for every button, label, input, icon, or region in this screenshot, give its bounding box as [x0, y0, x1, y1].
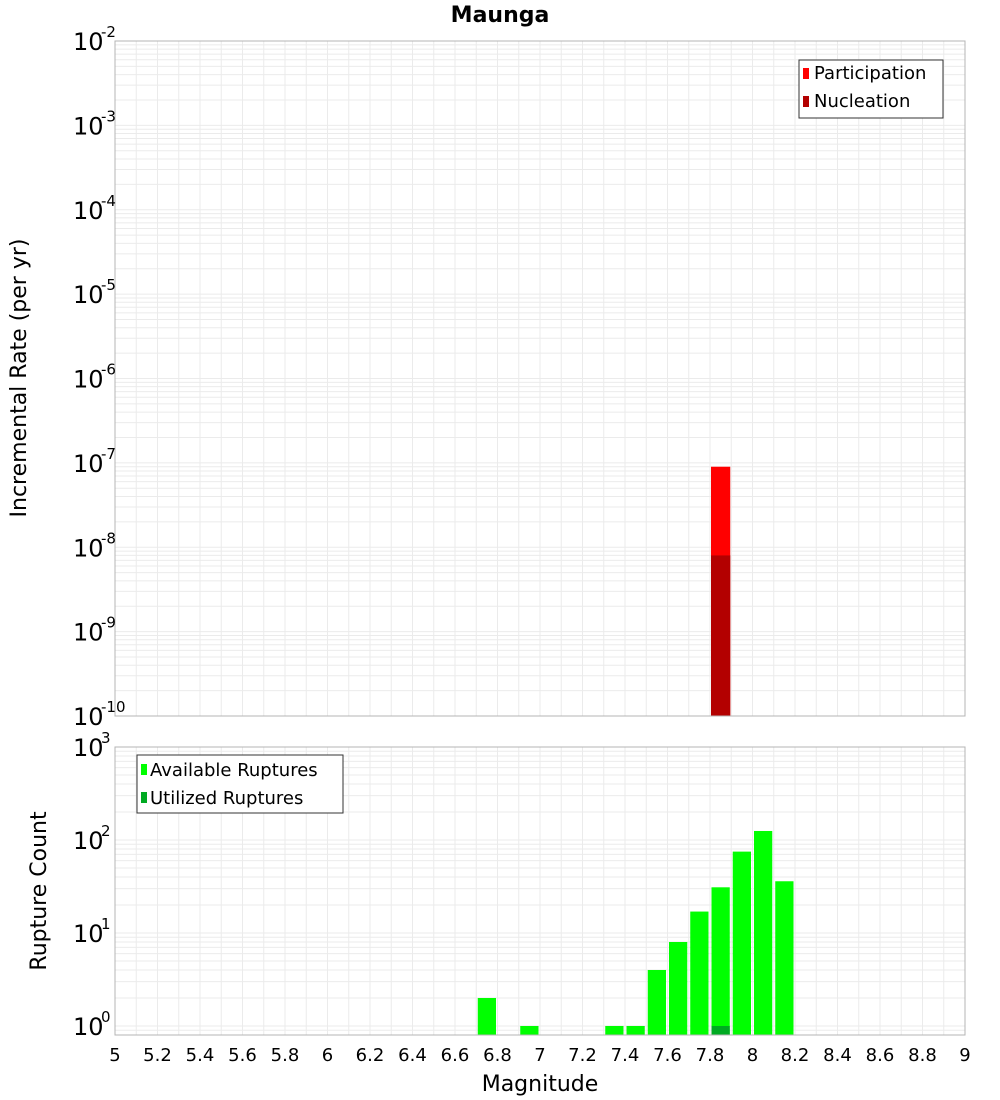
- x-tick-label: 6: [322, 1045, 333, 1066]
- participation-legend-label: Participation: [814, 63, 926, 84]
- y-tick-exponent: 2: [101, 822, 111, 840]
- y-tick-label: 10: [73, 534, 104, 562]
- x-tick-label: 6.6: [441, 1045, 470, 1066]
- top-panel: 10-210-310-410-510-610-710-810-910-10 In…: [7, 23, 966, 731]
- y-tick-exponent: -3: [101, 107, 116, 125]
- bottom-bar-available-ruptures: [669, 942, 688, 1035]
- bottom-bars: [477, 830, 794, 1035]
- y-tick-label: 10: [73, 734, 104, 762]
- x-axis-label: Magnitude: [482, 1072, 599, 1097]
- x-tick-label: 7.8: [696, 1045, 725, 1066]
- bottom-legend-box: [136, 754, 344, 814]
- bottom-bar-available-ruptures: [605, 1025, 624, 1035]
- y-tick-exponent: -2: [101, 23, 116, 41]
- y-tick-exponent: -8: [101, 529, 116, 547]
- bottom-bar-available-ruptures: [754, 830, 773, 1035]
- bottom-bar-available-ruptures: [732, 851, 751, 1035]
- x-tick-label: 5.6: [228, 1045, 257, 1066]
- x-tick-label: 7.6: [653, 1045, 682, 1066]
- bottom-bar-available-ruptures: [775, 881, 794, 1035]
- top-frame: [114, 40, 966, 717]
- y-tick-exponent: 1: [101, 915, 111, 933]
- y-tick-exponent: -5: [101, 276, 116, 294]
- bottom-bar-utilized-ruptures: [711, 1025, 730, 1035]
- bottom-y-axis-label: Rupture Count: [27, 811, 52, 971]
- x-tick-label: 8.8: [908, 1045, 937, 1066]
- x-tick-label: 5.4: [186, 1045, 215, 1066]
- y-tick-exponent: -4: [101, 192, 116, 210]
- y-tick-label: 10: [73, 366, 104, 394]
- top-bars: [711, 466, 731, 716]
- bottom-frame: [114, 746, 966, 1036]
- x-tick-label: 8.2: [781, 1045, 810, 1066]
- x-tick-label: 9: [959, 1045, 970, 1066]
- y-tick-label: 10: [73, 827, 104, 855]
- bottom-bar-available-ruptures: [690, 911, 709, 1035]
- x-tick-label: 5: [109, 1045, 120, 1066]
- bottom-legend: Available Ruptures Utilized Ruptures: [136, 754, 344, 814]
- y-tick-exponent: -10: [101, 698, 126, 716]
- top-legend: Participation Nucleation: [798, 59, 944, 119]
- top-y-axis-label: Incremental Rate (per yr): [7, 239, 32, 518]
- top-grid: [114, 40, 966, 717]
- x-tick-label: 5.8: [271, 1045, 300, 1066]
- x-tick-label: 6.2: [356, 1045, 385, 1066]
- top-y-ticks: 10-210-310-410-510-610-710-810-910-10: [73, 23, 126, 731]
- y-tick-exponent: -9: [101, 614, 116, 632]
- x-tick-label: 6.8: [483, 1045, 512, 1066]
- x-tick-label: 8.6: [866, 1045, 895, 1066]
- y-tick-exponent: 0: [101, 1008, 111, 1026]
- utilized-legend-swatch: [141, 792, 147, 803]
- bottom-bar-available-ruptures: [647, 969, 666, 1035]
- x-tick-label: 8: [747, 1045, 758, 1066]
- available-legend-label: Available Ruptures: [150, 760, 318, 781]
- x-ticks: 5 5.2 5.4 5.6 5.8 6 6.2 6.4 6.6 6.8 7 7.2 7.4 7.6 7.8 8…: [109, 1045, 970, 1066]
- y-tick-label: 10: [73, 112, 104, 140]
- y-tick-label: 10: [73, 703, 104, 731]
- bottom-bar-available-ruptures: [477, 997, 496, 1035]
- y-tick-label: 10: [73, 197, 104, 225]
- participation-legend-swatch: [803, 68, 809, 79]
- y-tick-exponent: -6: [101, 361, 116, 379]
- y-tick-label: 10: [73, 28, 104, 56]
- y-tick-label: 10: [73, 1013, 104, 1041]
- x-tick-label: 7.2: [568, 1045, 597, 1066]
- x-tick-label: 5.2: [143, 1045, 172, 1066]
- y-tick-exponent: -7: [101, 445, 116, 463]
- y-tick-exponent: 3: [101, 729, 111, 747]
- chart-title: Maunga: [451, 3, 550, 28]
- utilized-legend-label: Utilized Ruptures: [150, 788, 303, 809]
- x-tick-label: 6.4: [398, 1045, 427, 1066]
- top-bar-nucleation: [711, 555, 731, 716]
- x-tick-label: 7: [534, 1045, 545, 1066]
- y-tick-label: 10: [73, 619, 104, 647]
- bottom-bar-available-ruptures: [711, 887, 730, 1035]
- available-legend-swatch: [141, 764, 147, 775]
- y-tick-label: 10: [73, 920, 104, 948]
- top-legend-box: [798, 59, 944, 119]
- bottom-bar-available-ruptures: [520, 1025, 539, 1035]
- y-tick-label: 10: [73, 281, 104, 309]
- nucleation-legend-swatch: [803, 96, 809, 107]
- nucleation-legend-label: Nucleation: [814, 91, 910, 112]
- x-tick-label: 8.4: [823, 1045, 852, 1066]
- x-tick-label: 7.4: [611, 1045, 640, 1066]
- y-tick-label: 10: [73, 450, 104, 478]
- bottom-bar-available-ruptures: [626, 1025, 645, 1035]
